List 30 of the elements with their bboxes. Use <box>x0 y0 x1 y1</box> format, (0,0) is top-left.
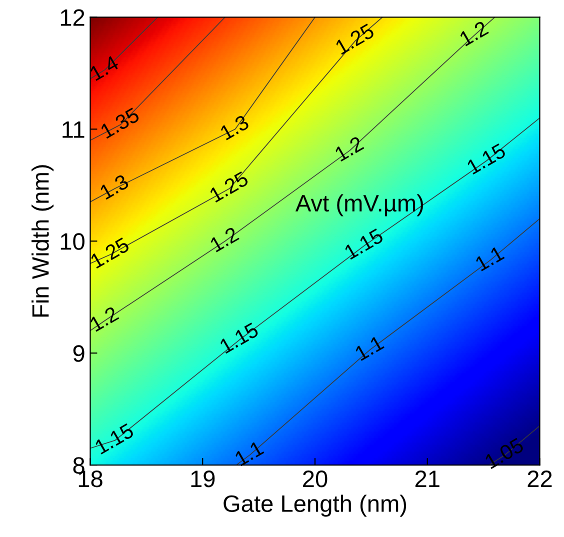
annotation: 1.35 <box>100 107 140 139</box>
annotation: 1.25 <box>208 170 250 203</box>
y-tick-label: 9 <box>73 345 84 362</box>
x-tick-label: 20 <box>303 470 328 488</box>
y-axis-title: Fin Width (nm) <box>32 165 54 317</box>
x-tick-label: 22 <box>528 470 552 488</box>
annotation: 1.4 <box>89 55 120 81</box>
y-tick-label: 10 <box>60 233 84 250</box>
annotation: 1.1 <box>234 440 264 466</box>
annotation: 1.15 <box>219 322 260 354</box>
annotation: 1.05 <box>484 437 525 470</box>
annotation: 1.2 <box>89 306 120 332</box>
annotation: 1.15 <box>344 228 384 260</box>
x-tick-label: 19 <box>191 470 215 488</box>
annotation: 1.15 <box>466 143 507 175</box>
annotation: 1.3 <box>219 114 250 140</box>
annotation: 1.2 <box>458 20 489 46</box>
annotation: 1.15 <box>94 422 135 455</box>
annotation: Avt (mV.µm) <box>295 194 424 216</box>
annotation: 1.2 <box>209 226 240 252</box>
x-tick-label: 21 <box>415 470 440 488</box>
annotation: 1.3 <box>99 174 130 200</box>
annotation: 1.1 <box>474 246 505 272</box>
annotation: 1.2 <box>334 136 364 162</box>
y-tick-label: 12 <box>60 9 84 26</box>
x-axis-title: Gate Length (nm) <box>224 494 406 517</box>
annotation: 1.1 <box>354 335 384 361</box>
annotation: 1.25 <box>90 236 130 269</box>
annotation: 1.25 <box>334 23 376 55</box>
y-tick-label: 11 <box>62 121 84 138</box>
